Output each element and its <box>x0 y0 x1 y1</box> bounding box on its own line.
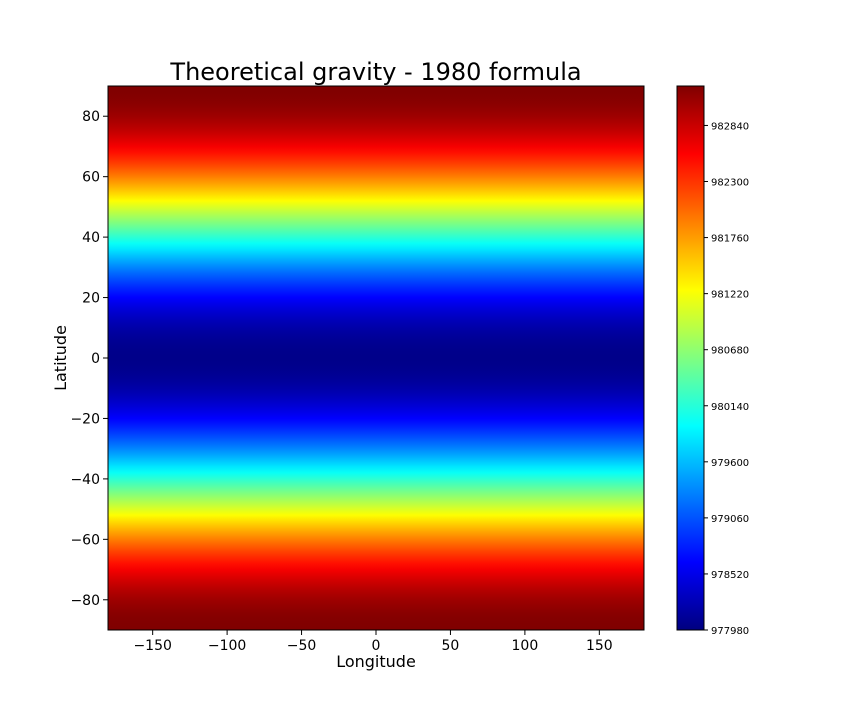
colorbar-tick-label: 981760 <box>711 234 749 245</box>
colorbar-tick-label: 979600 <box>711 458 749 469</box>
x-tick-label: 100 <box>512 638 539 654</box>
colorbar <box>677 86 704 630</box>
y-axis-label: Latitude <box>51 325 70 391</box>
x-axis-ticks: −150 −100 −50 0 50 100 150 <box>133 630 613 654</box>
colorbar-tick-label: 981220 <box>711 290 749 301</box>
x-tick-label: −100 <box>208 638 246 654</box>
x-tick-label: 0 <box>372 638 381 654</box>
colorbar-tick-label: 977980 <box>711 626 749 637</box>
gravity-heatmap <box>108 86 644 630</box>
colorbar-tick-label: 979060 <box>711 514 749 525</box>
y-tick-label: −20 <box>70 411 100 427</box>
y-tick-label: 0 <box>91 351 100 367</box>
x-tick-label: −50 <box>287 638 317 654</box>
y-tick-label: 60 <box>82 170 100 186</box>
colorbar-ticks: 977980 978520 979060 979600 980140 980680 9812… <box>704 121 749 637</box>
colorbar-tick-label: 980140 <box>711 402 749 413</box>
x-axis-label: Longitude <box>336 652 416 671</box>
y-tick-label: −80 <box>70 593 100 609</box>
colorbar-tick-label: 980680 <box>711 346 749 357</box>
y-axis-ticks: 80 60 40 20 0 −20 −40 −60 −80 <box>70 109 108 609</box>
x-tick-label: −150 <box>133 638 171 654</box>
chart-title: Theoretical gravity - 1980 formula <box>169 58 581 86</box>
x-tick-label: 150 <box>586 638 613 654</box>
y-tick-label: 20 <box>82 291 100 307</box>
colorbar-tick-label: 978520 <box>711 570 749 581</box>
x-tick-label: 50 <box>442 638 460 654</box>
y-tick-label: −40 <box>70 472 100 488</box>
y-tick-label: 40 <box>82 230 100 246</box>
colorbar-frame <box>676 85 705 631</box>
colorbar-tick-label: 982840 <box>711 121 749 132</box>
y-tick-label: −60 <box>70 532 100 548</box>
colorbar-tick-label: 982300 <box>711 178 749 189</box>
y-tick-label: 80 <box>82 109 100 125</box>
